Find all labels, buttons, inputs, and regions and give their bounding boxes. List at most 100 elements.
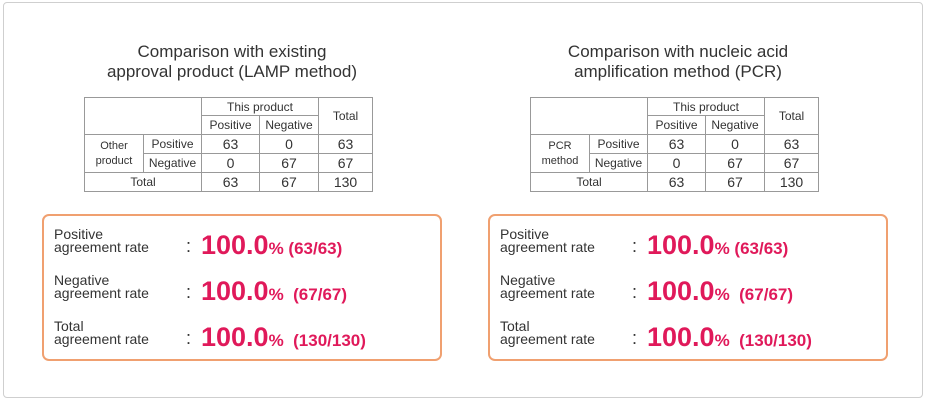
cell-neg-neg: 67 (705, 153, 765, 173)
cell-pos-total: 63 (764, 134, 819, 154)
contingency-table: This product Total Positive Negative PCR… (530, 97, 819, 192)
rate-label-line-1: Total (500, 318, 530, 334)
row-total-header: Total (530, 172, 648, 192)
cell-total-total: 130 (764, 172, 819, 192)
rate-number: 100.0 (201, 276, 269, 306)
rate-number: 100.0 (647, 322, 715, 352)
rate-percent-sign: % (714, 285, 730, 304)
rate-label: Positive agreement rate (500, 226, 630, 255)
rate-label-line-2: agreement rate (500, 331, 595, 347)
row-group-line-1: PCR (548, 139, 572, 152)
cell-neg-neg: 67 (259, 153, 319, 173)
cell-total-pos: 63 (647, 172, 706, 192)
cell-total-pos: 63 (201, 172, 260, 192)
rate-value: 100.0% (130/130) (201, 322, 366, 353)
rate-label: Negative agreement rate (500, 272, 630, 300)
cell-neg-total: 67 (318, 153, 373, 173)
rate-label: Negative agreement rate (54, 272, 184, 301)
this-product-header: This product (201, 97, 319, 116)
cell-neg-total: 67 (764, 153, 819, 173)
rate-fraction: (63/63) (283, 239, 343, 258)
rate-label-line-2: agreement rate (500, 239, 595, 255)
rate-percent-sign: % (714, 331, 730, 350)
rate-number: 100.0 (647, 276, 715, 306)
total-agreement-rate: Total agreement rate : 100.0% (130/130) (54, 318, 434, 360)
agreement-rates-box: Positive agreement rate : 100.0% (63/63)… (42, 214, 442, 361)
rate-label: Total agreement rate (54, 318, 184, 347)
row-group-header: PCR method (530, 134, 590, 173)
positive-agreement-rate: Positive agreement rate : 100.0% (63/63) (54, 226, 434, 268)
rate-label-line-1: Total (54, 318, 84, 334)
rate-label-line-1: Negative (54, 272, 110, 288)
rate-percent-sign: % (268, 239, 284, 258)
rate-value: 100.0% (67/67) (201, 276, 347, 307)
corner-cell (84, 97, 202, 135)
row-positive-header: Positive (589, 134, 648, 154)
title-line-1: Comparison with existing (137, 42, 327, 61)
rate-colon: : (632, 282, 638, 302)
rate-fraction: (67/67) (729, 285, 794, 304)
rate-fraction: (67/67) (283, 285, 348, 304)
rate-percent-sign: % (714, 239, 730, 258)
title-line-2: approval product (LAMP method) (106, 62, 358, 81)
rate-percent-sign: % (268, 331, 284, 350)
negative-agreement-rate: Negative agreement rate : 100.0% (67/67) (500, 272, 880, 314)
rate-colon: : (186, 236, 192, 256)
row-group-line-1: Other (100, 139, 128, 152)
cell-neg-pos: 0 (647, 153, 706, 173)
rate-label-line-2: agreement rate (54, 331, 149, 347)
row-group-header: Other product (84, 134, 144, 173)
title-line-2: amplification method (PCR) (574, 62, 782, 81)
cell-neg-pos: 0 (201, 153, 260, 173)
content-frame: Comparison with existing approval produc… (3, 2, 923, 398)
panel-title: Comparison with existing approval produc… (42, 42, 422, 82)
row-total-header: Total (84, 172, 202, 192)
this-product-header: This product (647, 97, 765, 116)
title-line-1: Comparison with nucleic acid (567, 42, 789, 61)
cell-total-neg: 67 (705, 172, 765, 192)
rate-fraction: (63/63) (729, 239, 789, 258)
rate-fraction: (130/130) (729, 331, 812, 350)
rate-value: 100.0% (63/63) (647, 230, 788, 261)
rate-colon: : (632, 236, 638, 256)
row-negative-header: Negative (143, 153, 202, 173)
row-negative-header: Negative (589, 153, 648, 173)
cell-pos-pos: 63 (647, 134, 706, 154)
cell-total-neg: 67 (259, 172, 319, 192)
cell-pos-pos: 63 (201, 134, 260, 154)
panel-title: Comparison with nucleic acid amplificati… (488, 42, 868, 82)
agreement-rates-box: Positive agreement rate : 100.0% (63/63)… (488, 214, 888, 361)
rate-number: 100.0 (201, 230, 269, 260)
contingency-table: This product Total Positive Negative Oth… (84, 97, 373, 192)
cell-total-total: 130 (318, 172, 373, 192)
rate-number: 100.0 (201, 322, 269, 352)
corner-cell (530, 97, 648, 135)
rate-label-line-2: agreement rate (54, 285, 149, 301)
rate-number: 100.0 (647, 230, 715, 260)
total-header: Total (764, 97, 819, 135)
negative-agreement-rate: Negative agreement rate : 100.0% (67/67) (54, 272, 434, 314)
rate-label-line-1: Positive (500, 226, 550, 242)
col-negative-header: Negative (259, 115, 319, 135)
rate-fraction: (130/130) (283, 331, 366, 350)
rate-value: 100.0% (130/130) (647, 322, 812, 353)
total-agreement-rate: Total agreement rate : 100.0% (130/130) (500, 318, 880, 360)
rate-value: 100.0% (67/67) (647, 276, 793, 307)
positive-agreement-rate: Positive agreement rate : 100.0% (63/63) (500, 226, 880, 268)
rate-colon: : (632, 328, 638, 348)
rate-label: Positive agreement rate (54, 226, 184, 255)
cell-pos-total: 63 (318, 134, 373, 154)
col-negative-header: Negative (705, 115, 765, 135)
row-positive-header: Positive (143, 134, 202, 154)
row-group-line-2: method (541, 154, 579, 167)
rate-label-line-1: Negative (500, 272, 556, 288)
rate-label-line-1: Positive (54, 226, 104, 242)
rate-colon: : (186, 282, 192, 302)
col-positive-header: Positive (647, 115, 706, 135)
rate-percent-sign: % (268, 285, 284, 304)
total-header: Total (318, 97, 373, 135)
rate-label-line-2: agreement rate (54, 239, 149, 255)
cell-pos-neg: 0 (259, 134, 319, 154)
rate-value: 100.0% (63/63) (201, 230, 342, 261)
col-positive-header: Positive (201, 115, 260, 135)
